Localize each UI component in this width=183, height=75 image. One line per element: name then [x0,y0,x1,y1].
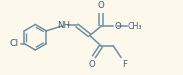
Text: CH₃: CH₃ [128,22,142,31]
Text: Cl: Cl [10,39,19,48]
Text: O: O [114,22,121,31]
Text: O: O [88,60,95,69]
Text: F: F [122,60,127,69]
Text: O: O [98,1,104,10]
Text: NH: NH [57,21,70,30]
